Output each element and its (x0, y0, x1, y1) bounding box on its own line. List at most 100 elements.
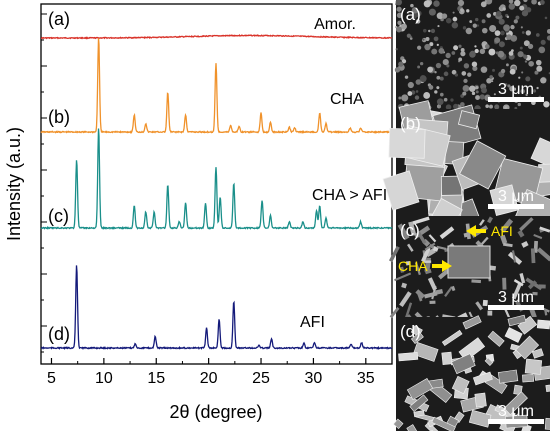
sem-grain (395, 26, 402, 33)
sem-grain (475, 95, 481, 100)
sem-crystal (536, 247, 550, 262)
y-axis-label: Intensity (a.u.) (4, 127, 24, 241)
sem-grain (513, 19, 518, 24)
sem-crystal (507, 314, 527, 327)
sem-grain (451, 51, 456, 55)
sem-grain (452, 11, 455, 14)
sem-grain (445, 17, 452, 24)
sem-grain (442, 59, 449, 66)
sem-grain (508, 3, 516, 10)
sem-scale-label: 3 μm (498, 81, 534, 98)
sem-grain (445, 52, 451, 59)
x-axis-label: 2θ (degree) (169, 402, 262, 422)
sem-crystal (504, 327, 523, 343)
sem-crystal (439, 226, 455, 240)
sem-scale-bar (488, 305, 544, 310)
sem-grain (504, 83, 508, 87)
sem-grain (518, 76, 521, 79)
sem-scale-bar (488, 419, 544, 424)
sem-crystal (544, 309, 548, 316)
sem-grain (536, 65, 543, 72)
sem-grain (445, 104, 452, 110)
sem-crystal (399, 291, 412, 307)
sem-grain (527, 43, 534, 50)
sem-crystal (424, 242, 436, 251)
sem-panel: (a) 3 μm (394, 0, 550, 113)
sem-grain (495, 11, 502, 17)
sem-grain (458, 57, 463, 62)
sem-grain (425, 37, 430, 42)
sem-grain (415, 90, 419, 93)
sem-crystal (382, 170, 420, 211)
sem-grain (436, 86, 440, 90)
sem-grain (475, 90, 479, 94)
sem-crystal (389, 306, 400, 319)
sem-grain (509, 86, 515, 92)
sem-grain (414, 95, 420, 100)
sem-grain (407, 81, 414, 89)
sem-grain (492, 68, 495, 72)
sem-grain (493, 93, 496, 96)
x-tick-label: 20 (200, 370, 218, 387)
sem-grain (428, 8, 436, 16)
sem-grain (469, 20, 473, 23)
sem-grain (438, 48, 445, 54)
sem-grain (472, 23, 477, 28)
x-axis: 5 10 15 20 25 30 35 (47, 358, 393, 387)
sem-grain (524, 60, 528, 63)
sem-grain (506, 63, 509, 67)
sem-crystal (497, 369, 519, 384)
sem-crystal (515, 335, 540, 360)
sem-grain (531, 0, 537, 5)
sem-crystal (502, 242, 513, 248)
sem-scale-label: 3 μm (498, 403, 534, 420)
sem-scale-bar (488, 97, 544, 102)
sem-grain (525, 93, 528, 97)
sem-grain (540, 39, 546, 45)
sem-crystal (475, 301, 484, 311)
sem-crystal (524, 358, 543, 375)
sem-crystal (487, 310, 493, 316)
sem-grain (481, 27, 488, 34)
sem-crystal (457, 110, 481, 130)
afi-arrow-icon (466, 225, 486, 237)
sem-grain (499, 51, 504, 55)
sem-grain (430, 28, 436, 34)
sem-crystal (427, 277, 438, 291)
sem-grain (525, 30, 531, 36)
sem-grain (397, 20, 402, 25)
sem-grain (475, 17, 479, 22)
sem-grain (491, 80, 494, 83)
sem-grain (406, 33, 411, 38)
sem-grain (469, 51, 476, 58)
sem-grain (475, 86, 479, 90)
sem-crystal (414, 262, 421, 276)
sem-crystal (519, 217, 534, 232)
sem-grain (466, 9, 470, 13)
sem-grain (467, 72, 472, 77)
sem-grain (494, 37, 501, 44)
series-letter-label: (a) (48, 9, 70, 29)
sem-grain (436, 98, 444, 106)
sem-crystal (511, 282, 522, 300)
sem-grain (434, 90, 438, 94)
sem-crystal (531, 348, 544, 359)
sem-grain (433, 36, 439, 42)
sem-grain (429, 42, 434, 47)
sem-grain (476, 24, 480, 27)
sem-grain (495, 51, 499, 55)
sem-grain (517, 102, 521, 107)
sem-grain (536, 86, 539, 90)
series-line-3 (40, 128, 393, 230)
sem-grain (398, 61, 404, 67)
sem-crystal (428, 234, 437, 243)
sem-crystal (500, 234, 508, 245)
sem-crystal (462, 315, 482, 330)
sem-crystal (479, 219, 485, 226)
y-axis-ticks (41, 13, 47, 353)
sem-grain (404, 75, 409, 79)
sem-crystal (421, 246, 431, 263)
sem-grain (510, 24, 515, 30)
sem-crystal (405, 302, 413, 318)
series-labels: (a) Amor. (b) CHA (c) CHA > AFI (d) AFI (48, 9, 387, 344)
